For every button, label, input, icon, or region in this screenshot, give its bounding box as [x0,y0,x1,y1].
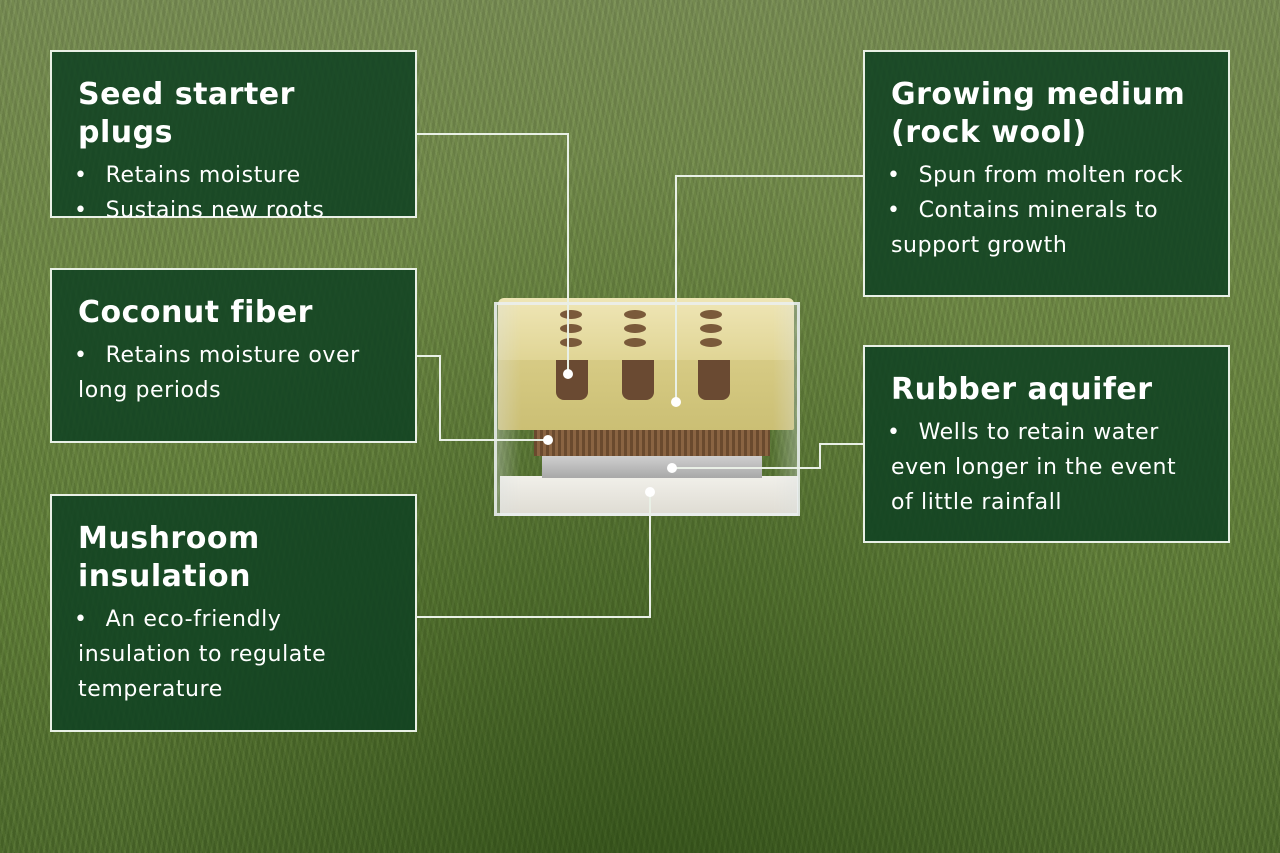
seed-plug [556,360,588,400]
callout-bullet: Wells to retain water even longer in the… [891,415,1202,520]
callout-seed-starter-plugs: Seed starter plugs Retains moisture Sust… [50,50,417,223]
callout-title: Growing medium (rock wool) [891,77,1186,150]
callout-bullet: Retains moisture over long periods [78,338,389,408]
connector-seed-plugs [416,133,569,374]
plug-hole [560,338,582,347]
callout-title: Rubber aquifer [891,372,1153,407]
callout-title: Mushroom insulation [78,521,260,594]
callout-title: Coconut fiber [78,295,313,330]
marker-coconut-fiber [543,435,553,445]
callout-bullet: Spun from molten rock [891,158,1202,193]
connector-mushroom [416,492,651,618]
callout-bullet: Retains moisture [78,158,389,193]
marker-mushroom [645,487,655,497]
plug-hole [700,324,722,333]
plug-hole [624,310,646,319]
plug-hole [560,310,582,319]
plug-hole [624,324,646,333]
callout-growing-medium: Growing medium (rock wool) Spun from mol… [863,50,1230,297]
plug-hole [700,338,722,347]
callout-bullet: Contains minerals to support growth [891,193,1202,263]
callout-title: Seed starter plugs [78,77,295,150]
plug-hole [624,338,646,347]
callout-bullets: Retains moisture over long periods [78,338,389,408]
callout-coconut-fiber: Coconut fiber Retains moisture over long… [50,268,417,443]
callout-bullets: Spun from molten rock Contains minerals … [891,158,1202,263]
marker-growing-medium [671,397,681,407]
rock-wool-top [498,298,794,360]
callout-rubber-aquifer: Rubber aquifer Wells to retain water eve… [863,345,1230,543]
callout-mushroom-insulation: Mushroom insulation An eco-friendly insu… [50,494,417,732]
plug-hole [560,324,582,333]
plug-hole [700,310,722,319]
planter-cross-section [494,298,800,516]
callout-bullet: Sustains new roots [78,193,389,228]
callout-bullets: Wells to retain water even longer in the… [891,415,1202,520]
coconut-fiber-layer [534,430,770,456]
rubber-aquifer-layer [542,456,762,478]
marker-seed-plugs [563,369,573,379]
connector-rubber-aquifer [672,443,864,469]
callout-bullets: Retains moisture Sustains new roots [78,158,389,228]
seed-plug [622,360,654,400]
marker-rubber-aquifer [667,463,677,473]
clear-shell [494,302,800,516]
connector-growing-medium [675,175,864,402]
callout-bullets: An eco-friendly insulation to regulate t… [78,602,389,707]
callout-bullet: An eco-friendly insulation to regulate t… [78,602,389,707]
seed-plug [698,360,730,400]
connector-coconut-fiber [416,355,548,441]
